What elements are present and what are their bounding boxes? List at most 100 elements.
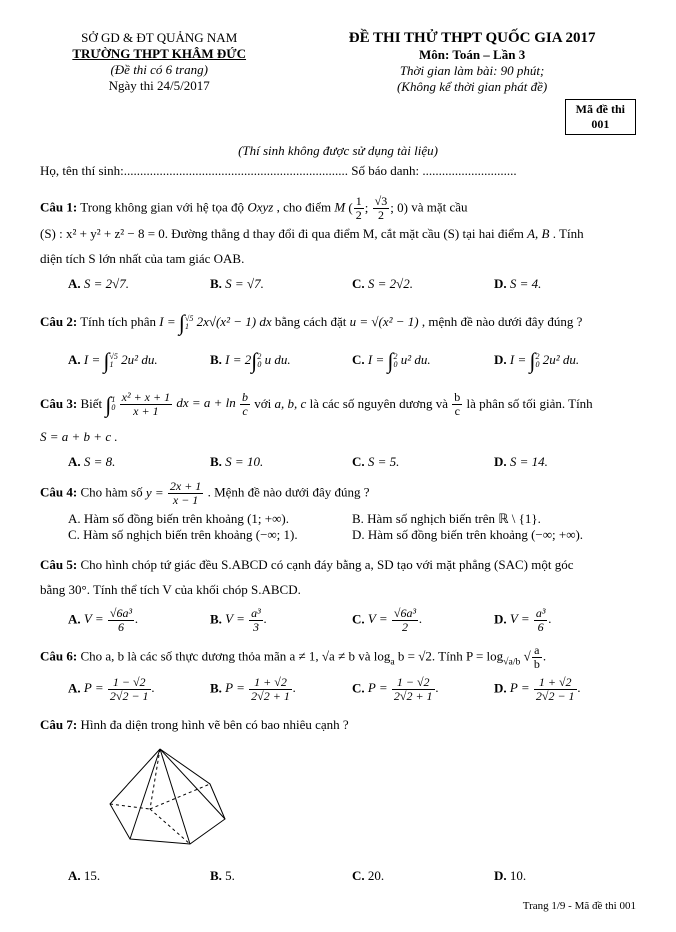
q7-text: Hình đa diện trong hình vẽ bên có bao nh… bbox=[80, 717, 348, 732]
q6-opt-c: C. P = 1 − √22√2 + 1. bbox=[352, 676, 494, 703]
q7-B: 5. bbox=[225, 868, 235, 883]
q2-opt-c: C. I = ∫20 u² du. bbox=[352, 348, 494, 374]
q4-D: Hàm số đồng biến trên khoảng (−∞; +∞). bbox=[368, 527, 583, 542]
q4-opt-b: B. Hàm số nghịch biến trên ℝ \ {1}. bbox=[352, 511, 636, 527]
q1-C: S = 2√2. bbox=[368, 276, 413, 291]
name-label: Họ, tên thí sinh:.......................… bbox=[40, 163, 348, 178]
note: (Không kể thời gian phát đề) bbox=[308, 79, 636, 95]
q3-integral: ∫10 x² + x + 1x + 1 dx = a + ln bc bbox=[105, 395, 251, 410]
q7-opt-a: A. 15. bbox=[68, 868, 210, 884]
q2-text-b: bằng cách đặt bbox=[275, 314, 350, 329]
exam-code: 001 bbox=[576, 117, 625, 132]
q5-opt-c: C. V = √6a³2. bbox=[352, 607, 494, 634]
q1-opt-b: B. S = √7. bbox=[210, 276, 352, 292]
q1-opt-c: C. S = 2√2. bbox=[352, 276, 494, 292]
q1-label: Câu 1: bbox=[40, 200, 77, 215]
exam-code-box: Mã đề thi 001 bbox=[565, 99, 636, 135]
q3-opt-d: D. S = 14. bbox=[494, 454, 636, 470]
q3-opt-a: A. S = 8. bbox=[68, 454, 210, 470]
q7-opt-d: D. 10. bbox=[494, 868, 636, 884]
q6-text-a: Cho a, b là các số thực dương thỏa mãn a… bbox=[80, 649, 390, 664]
q6-options: A. P = 1 − √22√2 − 1. B. P = 1 + √22√2 +… bbox=[68, 676, 636, 703]
q4-opt-a: A. Hàm số đồng biến trên khoảng (1; +∞). bbox=[68, 511, 352, 527]
q1-options: A. S = 2√7. B. S = √7. C. S = 2√2. D. S … bbox=[68, 276, 636, 292]
q3-label: Câu 3: bbox=[40, 395, 77, 410]
q5-opt-b: B. V = a³3. bbox=[210, 607, 352, 634]
page-footer: Trang 1/9 - Mã đề thi 001 bbox=[40, 900, 636, 912]
id-label: Số báo danh: ...........................… bbox=[351, 163, 516, 178]
q1-opt-d: D. S = 4. bbox=[494, 276, 636, 292]
dept: SỞ GD & ĐT QUẢNG NAM bbox=[40, 30, 278, 46]
q3-opt-c: C. S = 5. bbox=[352, 454, 494, 470]
q6-label: Câu 6: bbox=[40, 649, 77, 664]
q3-options: A. S = 8. B. S = 10. C. S = 5. D. S = 14… bbox=[68, 454, 636, 470]
question-5: Câu 5: Cho hình chóp tứ giác đều S.ABCD … bbox=[40, 553, 636, 602]
q2-text-a: Tính tích phân bbox=[80, 314, 159, 329]
q5-opt-d: D. V = a³6. bbox=[494, 607, 636, 634]
question-4: Câu 4: Cho hàm số y = 2x + 1x − 1 . Mệnh… bbox=[40, 480, 636, 507]
q3-line2: S = a + b + c . bbox=[40, 429, 118, 444]
title: ĐỀ THI THỬ THPT QUỐC GIA 2017 bbox=[308, 30, 636, 47]
q4-C: Hàm số nghịch biến trên khoảng (−∞; 1). bbox=[83, 527, 297, 542]
q4-text-a: Cho hàm số bbox=[80, 485, 145, 500]
q2-opt-a: A. I = ∫√51 2u² du. bbox=[68, 348, 210, 374]
q7-D: 10. bbox=[510, 868, 526, 883]
q3-D: S = 14. bbox=[510, 454, 548, 469]
q1-line3: diện tích S lớn nhất của tam giác OAB. bbox=[40, 251, 244, 266]
q7-C: 20. bbox=[368, 868, 384, 883]
q2-integral: I = ∫√51 2x√(x² − 1) dx bbox=[159, 314, 271, 329]
q5-opt-a: A. V = √6a³6. bbox=[68, 607, 210, 634]
q2-label: Câu 2: bbox=[40, 314, 77, 329]
q7-A: 15. bbox=[84, 868, 100, 883]
polyhedron-figure bbox=[80, 744, 240, 864]
q3-abc: a, b, c bbox=[275, 395, 307, 410]
q3-C: S = 5. bbox=[368, 454, 400, 469]
q2-text-c: , mệnh đề nào dưới đây đúng ? bbox=[422, 314, 583, 329]
q3-B: S = 10. bbox=[225, 454, 263, 469]
q3-text-b: với bbox=[254, 395, 274, 410]
exam-date: Ngày thi 24/5/2017 bbox=[40, 78, 278, 94]
q5-label: Câu 5: bbox=[40, 557, 77, 572]
q3-A: S = 8. bbox=[84, 454, 116, 469]
q7-opt-c: C. 20. bbox=[352, 868, 494, 884]
q5-text: Cho hình chóp tứ giác đều S.ABCD có cạnh… bbox=[80, 557, 573, 572]
q4-opt-d: D. Hàm số đồng biến trên khoảng (−∞; +∞)… bbox=[352, 527, 636, 543]
q6-opt-d: D. P = 1 + √22√2 − 1. bbox=[494, 676, 636, 703]
q4-func: y = 2x + 1x − 1 bbox=[146, 485, 204, 500]
q4-text-b: . Mệnh đề nào dưới đây đúng ? bbox=[208, 485, 370, 500]
name-row: Họ, tên thí sinh:.......................… bbox=[40, 163, 636, 179]
q2-options: A. I = ∫√51 2u² du. B. I = 2∫20 u du. C.… bbox=[68, 348, 636, 374]
header-right: ĐỀ THI THỬ THPT QUỐC GIA 2017 Môn: Toán … bbox=[308, 30, 636, 135]
q6-opt-b: B. P = 1 + √22√2 + 1. bbox=[210, 676, 352, 703]
q1-text-c: và mặt cầu bbox=[411, 200, 467, 215]
q2-opt-b: B. I = 2∫20 u du. bbox=[210, 348, 352, 374]
header-left: SỞ GD & ĐT QUẢNG NAM TRƯỜNG THPT KHÂM ĐỨ… bbox=[40, 30, 278, 135]
q5-options: A. V = √6a³6. B. V = a³3. C. V = √6a³2. … bbox=[68, 607, 636, 634]
q5-line2: bằng 30°. Tính thể tích V của khối chóp … bbox=[40, 582, 301, 597]
q1-ab: A, B bbox=[527, 226, 549, 241]
q4-options: A. Hàm số đồng biến trên khoảng (1; +∞).… bbox=[68, 511, 636, 543]
q6-text-b: b = √2. Tính P = log bbox=[398, 649, 503, 664]
q3-text-d: là phân số tối giản. Tính bbox=[467, 395, 593, 410]
q7-options: A. 15. B. 5. C. 20. D. 10. bbox=[68, 868, 636, 884]
q4-label: Câu 4: bbox=[40, 485, 77, 500]
q1-opt-a: A. S = 2√7. bbox=[68, 276, 210, 292]
q2-opt-d: D. I = ∫20 2u² du. bbox=[494, 348, 636, 374]
q1-point-coords: (12; √32; 0) bbox=[348, 200, 408, 215]
q3-text-a: Biết bbox=[80, 395, 105, 410]
q1-D: S = 4. bbox=[510, 276, 542, 291]
q3-opt-b: B. S = 10. bbox=[210, 454, 352, 470]
q1-line2a: (S) : x² + y² + z² − 8 = 0. Đường thẳng … bbox=[40, 226, 527, 241]
q1-oxyz: Oxyz bbox=[247, 200, 273, 215]
q3-frac-bc: bc bbox=[452, 391, 462, 418]
question-6: Câu 6: Cho a, b là các số thực dương thỏ… bbox=[40, 644, 636, 671]
q7-opt-b: B. 5. bbox=[210, 868, 352, 884]
q1-text-a: Trong không gian với hệ tọa độ bbox=[80, 200, 247, 215]
question-1: Câu 1: Trong không gian với hệ tọa độ Ox… bbox=[40, 195, 636, 272]
q4-A: Hàm số đồng biến trên khoảng (1; +∞). bbox=[84, 511, 289, 526]
question-7: Câu 7: Hình đa diện trong hình vẽ bên có… bbox=[40, 713, 636, 738]
q7-label: Câu 7: bbox=[40, 717, 77, 732]
q1-line2b: . Tính bbox=[553, 226, 584, 241]
subject: Môn: Toán – Lần 3 bbox=[308, 47, 636, 63]
q1-B: S = √7. bbox=[225, 276, 264, 291]
